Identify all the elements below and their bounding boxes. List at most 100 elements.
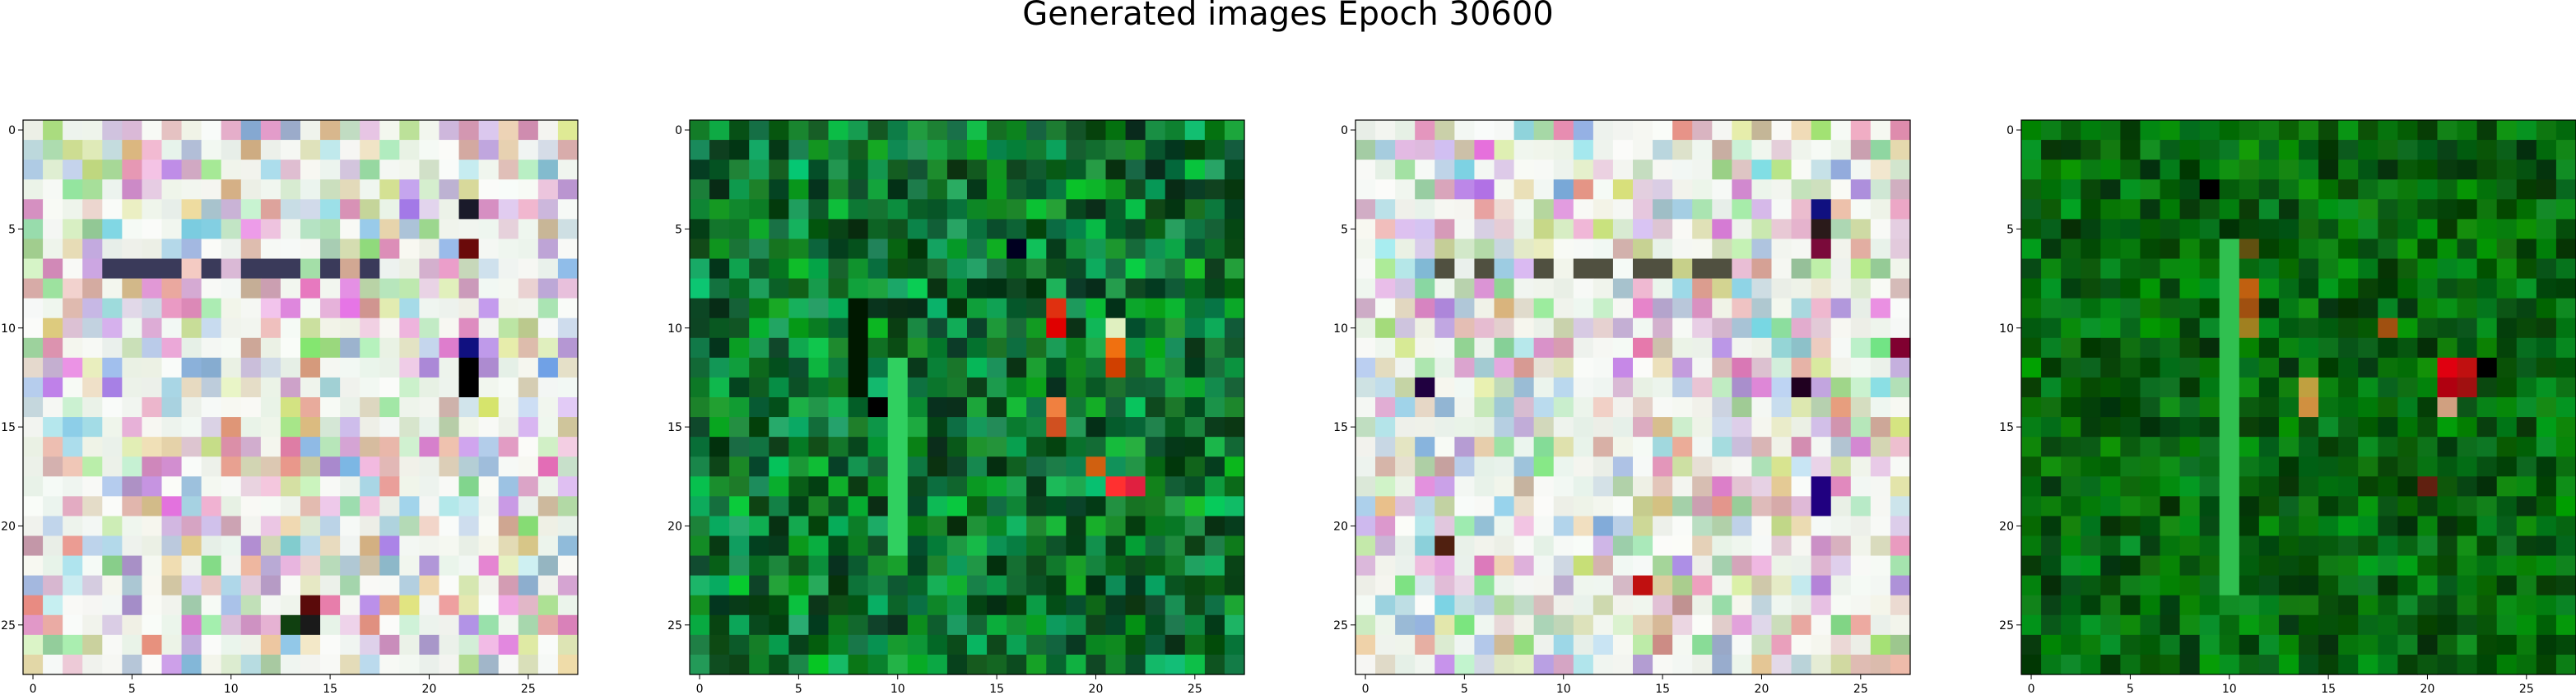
x-tick-label: 0 <box>696 683 704 695</box>
heatmap-cell <box>1732 298 1753 319</box>
heatmap-cell <box>1653 337 1673 359</box>
heatmap-cell <box>439 160 460 180</box>
heatmap-cell <box>557 476 579 497</box>
heatmap-cell <box>946 219 968 240</box>
heatmap-cell <box>1593 417 1614 438</box>
heatmap-cell <box>557 575 579 596</box>
heatmap-cell <box>161 160 183 180</box>
heatmap-cell <box>848 179 869 200</box>
heatmap-cell <box>221 535 242 557</box>
heatmap-cell <box>1145 516 1166 537</box>
heatmap-cell <box>2496 437 2518 457</box>
heatmap-cell <box>1026 337 1047 359</box>
heatmap-cell <box>1514 437 1535 457</box>
heatmap-cell <box>2140 595 2161 616</box>
heatmap-cell <box>2179 634 2201 656</box>
heatmap-cell <box>2318 317 2339 339</box>
heatmap-cell <box>1573 278 1594 299</box>
heatmap-cell <box>987 258 1007 280</box>
x-tick-label: 20 <box>2420 683 2435 695</box>
heatmap-cell <box>300 239 321 260</box>
heatmap-cell <box>1850 317 1872 339</box>
heatmap-cell <box>1514 595 1535 616</box>
heatmap-cell <box>2140 120 2161 141</box>
heatmap-cell <box>2378 535 2398 557</box>
heatmap-cell <box>240 357 262 378</box>
heatmap-cell <box>498 437 519 457</box>
heatmap-cell <box>1434 179 1455 200</box>
heatmap-cell <box>2536 437 2557 457</box>
heatmap-cell <box>537 258 559 280</box>
heatmap-cell <box>946 357 968 378</box>
heatmap-cell <box>478 160 500 180</box>
heatmap-cell <box>1066 120 1087 141</box>
heatmap-cell <box>1434 437 1455 457</box>
heatmap-cell <box>1573 397 1594 418</box>
heatmap-cell <box>867 120 889 141</box>
y-tick-label: 20 <box>667 520 682 533</box>
heatmap-cell <box>1533 516 1555 537</box>
heatmap-cell <box>260 239 281 260</box>
heatmap-cell <box>161 317 183 339</box>
heatmap-cell <box>2516 140 2537 160</box>
heatmap-cell <box>102 634 123 656</box>
heatmap-cell <box>1145 160 1166 180</box>
heatmap-cell <box>1474 456 1495 477</box>
heatmap-cell <box>769 496 789 517</box>
heatmap-cell <box>1086 555 1107 577</box>
heatmap-cell <box>1125 535 1146 557</box>
heatmap-cell <box>1204 179 1225 200</box>
heatmap-cell <box>458 278 480 299</box>
heatmap-cell <box>1692 535 1713 557</box>
heatmap-cell <box>1375 120 1396 141</box>
heatmap-cell <box>967 476 988 497</box>
heatmap-cell <box>1355 377 1376 398</box>
heatmap-cell <box>2516 258 2537 280</box>
heatmap-cell <box>867 417 889 438</box>
heatmap-cell <box>907 496 928 517</box>
heatmap-cell <box>1395 496 1416 517</box>
heatmap-cell <box>1553 179 1574 200</box>
heatmap-cell <box>537 278 559 299</box>
heatmap-cell <box>2278 317 2299 339</box>
y-tick-label: 15 <box>667 421 682 434</box>
heatmap-cell <box>1474 239 1495 260</box>
heatmap-cell <box>2081 654 2101 675</box>
heatmap-cell <box>1890 614 1911 636</box>
heatmap-cell <box>557 456 579 477</box>
heatmap-cell <box>946 317 968 339</box>
heatmap-cell <box>1165 239 1186 260</box>
heatmap-cell <box>1830 555 1852 577</box>
heatmap-cell <box>1165 337 1186 359</box>
heatmap-cell <box>1830 595 1852 616</box>
heatmap-cell <box>907 179 928 200</box>
heatmap-cell <box>749 476 770 497</box>
heatmap-cell <box>788 179 810 200</box>
heatmap-cell <box>221 239 242 260</box>
heatmap-cell <box>419 317 440 339</box>
heatmap-cell <box>23 160 44 180</box>
heatmap-cell <box>2219 239 2240 260</box>
heatmap-cell <box>1474 219 1495 240</box>
heatmap-cell <box>2536 219 2557 240</box>
heatmap-cell <box>142 120 163 141</box>
heatmap-cell <box>23 476 44 497</box>
heatmap-cell <box>1850 417 1872 438</box>
heatmap-cell <box>201 614 222 636</box>
heatmap-cell <box>2378 160 2398 180</box>
heatmap-cell <box>2476 160 2498 180</box>
heatmap-cell <box>1830 298 1852 319</box>
heatmap-cell <box>419 516 440 537</box>
heatmap-cell <box>1474 140 1495 160</box>
heatmap-cell <box>1125 317 1146 339</box>
heatmap-cell <box>2120 239 2141 260</box>
heatmap-cell <box>1026 258 1047 280</box>
heatmap-cell <box>1870 357 1891 378</box>
heatmap-cell <box>1415 516 1435 537</box>
heatmap-cell <box>709 456 730 477</box>
heatmap-cell <box>2258 614 2280 636</box>
heatmap-cell <box>2258 476 2280 497</box>
heatmap-cell <box>1375 634 1396 656</box>
heatmap-cell <box>2258 140 2280 160</box>
heatmap-cell <box>1224 199 1245 220</box>
